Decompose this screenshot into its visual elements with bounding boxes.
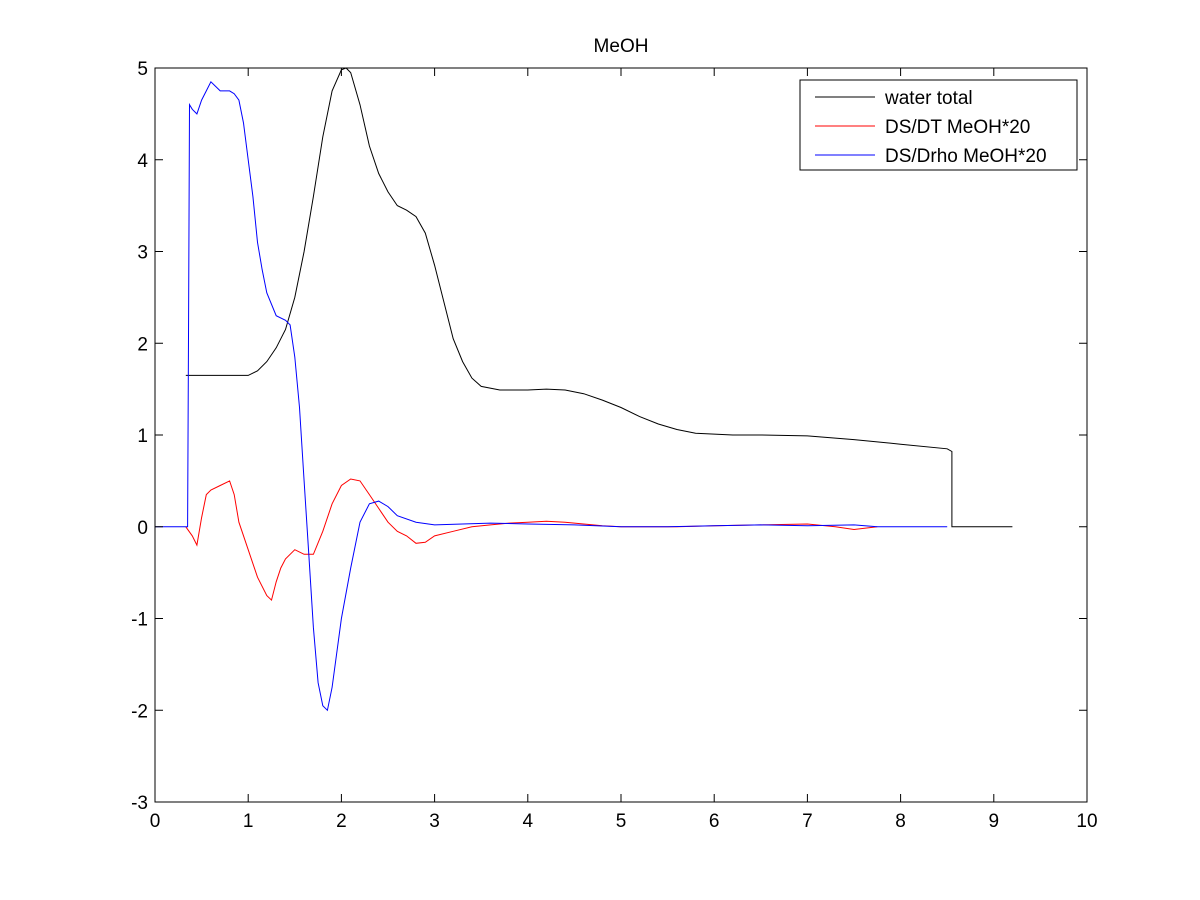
y-tick-label: -3 bbox=[131, 793, 148, 814]
x-tick-label: 9 bbox=[989, 811, 1000, 832]
y-axis: -3 -2 -1 0 1 2 3 4 5 bbox=[131, 59, 1087, 814]
y-tick-label: 2 bbox=[137, 334, 148, 355]
legend-label: DS/Drho MeOH*20 bbox=[885, 146, 1047, 167]
y-tick-label: -2 bbox=[131, 701, 148, 722]
series-line-0 bbox=[185, 67, 1013, 528]
x-tick-label: 8 bbox=[895, 811, 906, 832]
x-axis: 0 1 2 3 4 5 6 7 8 9 10 bbox=[150, 68, 1098, 832]
y-tick-label: 4 bbox=[137, 151, 148, 172]
y-tick-label: -1 bbox=[131, 610, 148, 631]
y-tick-label: 5 bbox=[137, 59, 148, 80]
x-tick-label: 7 bbox=[802, 811, 813, 832]
legend-label: water total bbox=[884, 88, 973, 109]
x-tick-label: 10 bbox=[1076, 811, 1097, 832]
x-tick-label: 5 bbox=[616, 811, 627, 832]
x-tick-label: 0 bbox=[150, 811, 161, 832]
x-tick-label: 1 bbox=[243, 811, 254, 832]
y-tick-label: 1 bbox=[137, 426, 148, 447]
series-line-2 bbox=[155, 80, 948, 712]
y-tick-label: 3 bbox=[137, 243, 148, 264]
plot-area-background bbox=[155, 68, 1087, 802]
x-tick-label: 4 bbox=[523, 811, 534, 832]
x-tick-label: 3 bbox=[429, 811, 440, 832]
series-layer bbox=[155, 67, 1013, 712]
legend: water total DS/DT MeOH*20 DS/Drho MeOH*20 bbox=[799, 79, 1078, 171]
y-tick-label: 0 bbox=[137, 518, 148, 539]
x-tick-label: 6 bbox=[709, 811, 720, 832]
x-tick-label: 2 bbox=[336, 811, 347, 832]
chart-title: MeOH bbox=[594, 36, 649, 57]
legend-label: DS/DT MeOH*20 bbox=[885, 117, 1030, 138]
